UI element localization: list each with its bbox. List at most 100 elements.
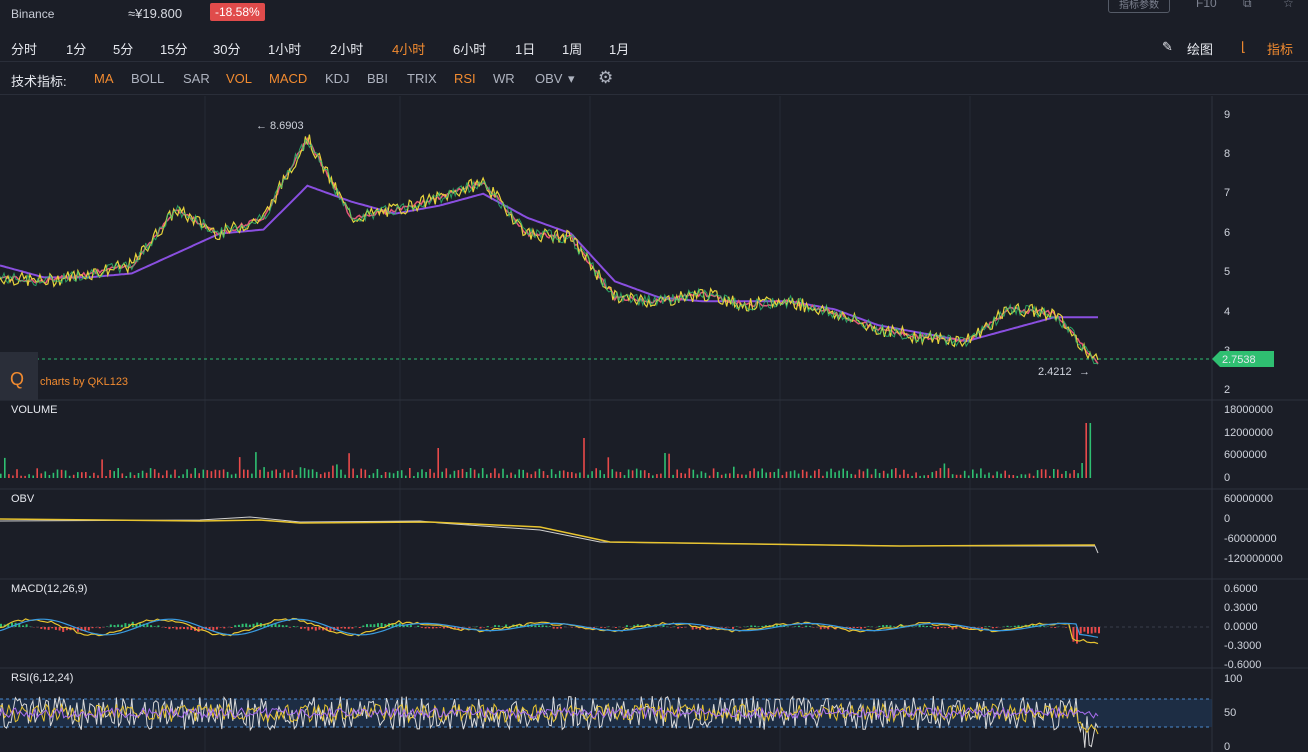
volume-bar [36, 468, 38, 478]
current-price-tag [1212, 351, 1274, 367]
macd-bar [47, 627, 50, 630]
ind-obv[interactable]: OBV [535, 71, 563, 86]
macd-bar [252, 623, 255, 627]
macd-bar [22, 625, 24, 627]
ind-trix[interactable]: TRIX [407, 71, 437, 86]
macd-bar [757, 626, 760, 627]
macd-bar [911, 626, 914, 627]
volume-bar [919, 475, 921, 478]
volume-bar [506, 474, 508, 478]
macd-bar [289, 627, 292, 628]
tab-period[interactable]: 6小时 [453, 42, 487, 57]
macd-bar [764, 625, 767, 627]
volume-bar [486, 474, 488, 478]
ind-macd[interactable]: MACD [269, 71, 308, 86]
macd-bar [486, 626, 489, 627]
volume-bar [234, 473, 237, 478]
ind-boll[interactable]: BOLL [131, 71, 165, 86]
volume-bar [20, 475, 22, 478]
volume-bar [923, 475, 925, 478]
tab-period[interactable]: 1月 [609, 42, 630, 57]
y-tick: 2 [1224, 384, 1230, 396]
volume-bar [1081, 463, 1083, 478]
volume-bar [850, 473, 853, 478]
gear-icon[interactable]: ⚙ [598, 68, 614, 87]
macd-bar [560, 627, 562, 629]
volume-bar [417, 472, 419, 478]
macd-bar [325, 627, 328, 631]
tab-period[interactable]: 1小时 [268, 42, 302, 57]
indicator-chart-icon[interactable]: ⌊ [1241, 39, 1247, 54]
macd-bar [929, 626, 932, 627]
ind-wr[interactable]: WR [493, 71, 515, 86]
macd-bar [1090, 627, 1093, 634]
volume-bar [1073, 470, 1075, 478]
volume-bar [125, 476, 128, 478]
indicators-button[interactable]: 指标 [1267, 42, 1294, 57]
params-button[interactable]: 指标参数 [1108, 0, 1170, 13]
rsi-6-line [0, 695, 1099, 748]
macd-bar [867, 626, 870, 627]
svg-text:60000000: 60000000 [1224, 493, 1273, 505]
macd-bar [362, 625, 365, 627]
macd-bar [351, 627, 354, 629]
volume-bar [688, 468, 691, 478]
volume-bar [356, 475, 358, 478]
chevron-down-icon[interactable]: ▾ [568, 71, 575, 86]
tab-period[interactable]: 30分 [213, 42, 241, 57]
macd-bar [453, 627, 456, 630]
macd-bar [882, 625, 885, 627]
volume-bar [534, 471, 537, 478]
fullscreen-icon[interactable]: ⧉ [1243, 0, 1252, 10]
volume-bar [603, 474, 605, 478]
volume-bar [60, 469, 63, 478]
tab-period[interactable]: 2小时 [330, 42, 364, 57]
macd-bar [113, 625, 116, 627]
volume-bar [109, 470, 111, 478]
candles-line [0, 138, 1099, 365]
macd-bar [58, 627, 61, 631]
ind-rsi[interactable]: RSI [454, 71, 476, 86]
macd-bar [157, 625, 160, 627]
macd-bar [336, 627, 339, 631]
volume-bar [129, 472, 132, 478]
volume-bar [842, 468, 844, 478]
macd-bar [263, 623, 266, 627]
ind-ma[interactable]: MA [94, 71, 114, 86]
macd-bar [662, 624, 665, 627]
macd-bar [285, 625, 288, 627]
change-badge: -18.58% [210, 3, 265, 21]
pencil-icon[interactable]: ✎ [1162, 39, 1173, 54]
macd-bar [940, 627, 943, 628]
f10-button[interactable]: F10 [1196, 0, 1217, 10]
tab-period[interactable]: 1分 [66, 42, 87, 57]
tab-period[interactable]: 5分 [113, 42, 134, 57]
ind-sar[interactable]: SAR [183, 71, 210, 86]
rsi-12-line [0, 702, 1099, 735]
tab-period[interactable]: 1周 [562, 42, 583, 57]
tab-period[interactable]: 1日 [515, 42, 536, 57]
macd-bar [296, 626, 299, 627]
macd-bar [150, 625, 153, 627]
tab-period-active[interactable]: 4小时 [392, 42, 426, 57]
ind-kdj[interactable]: KDJ [325, 71, 350, 86]
svg-text:0.0000: 0.0000 [1224, 621, 1258, 633]
volume-bar [461, 468, 464, 478]
volume-bar [1004, 470, 1006, 478]
tab-period[interactable]: 分时 [11, 42, 38, 57]
volume-bar [907, 473, 909, 478]
volume-bar [830, 468, 832, 478]
svg-text:6000000: 6000000 [1224, 449, 1267, 461]
tab-period[interactable]: 15分 [160, 42, 188, 57]
ind-vol[interactable]: VOL [226, 71, 253, 86]
macd-bar [11, 622, 13, 627]
draw-button[interactable]: 绘图 [1187, 42, 1214, 57]
macd-bar [1094, 627, 1097, 633]
star-icon[interactable]: ☆ [1283, 0, 1294, 10]
macd-bar [786, 626, 789, 627]
macd-bar [633, 625, 636, 627]
period-tabs: 分时 1分 5分 15分 30分 1小时 2小时 4小时 6小时 1日 1周 1… [0, 33, 1308, 62]
ind-bbi[interactable]: BBI [367, 71, 388, 86]
macd-bar [435, 627, 438, 629]
